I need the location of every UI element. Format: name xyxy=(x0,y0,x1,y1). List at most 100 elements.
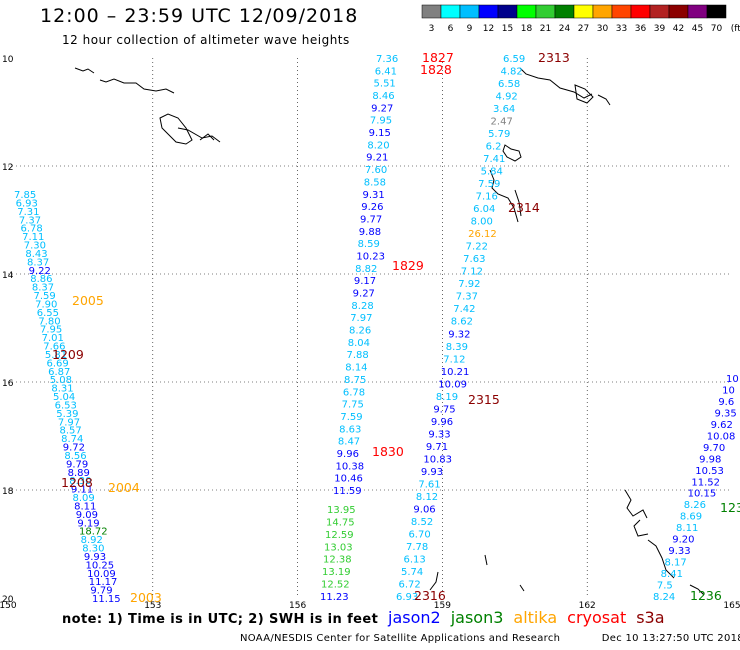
swh-label-track-a: 8.63 xyxy=(339,424,361,435)
swh-label-track-a: 10.23 xyxy=(356,251,385,262)
swh-label-track-a-green: 11.23 xyxy=(320,592,349,603)
swh-label-track-c: 7.30 xyxy=(24,241,46,252)
swh-label-track-c: 6.78 xyxy=(21,224,43,235)
swh-label-track-b: 4.92 xyxy=(496,92,518,103)
swh-label-track-c: 7.37 xyxy=(19,215,41,226)
swh-label-track-c: 9.11 xyxy=(71,485,93,496)
swh-label-track-b: 8.00 xyxy=(471,217,493,228)
colorbar-tick-label: 70 xyxy=(711,24,723,34)
swh-label-track-b: 7.59 xyxy=(478,179,500,190)
swh-label-track-c: 8.30 xyxy=(69,476,91,487)
swh-label-track-b: 9.93 xyxy=(421,467,443,478)
swh-label-track-c: 8.37 xyxy=(32,283,54,294)
lat-tick-label: 10 xyxy=(2,55,14,65)
swh-label-track-c: 7.31 xyxy=(17,207,39,218)
lon-tick-label: 156 xyxy=(289,601,306,610)
colorbar-tick-label: 6 xyxy=(448,24,454,34)
colorbar-tick-label: 15 xyxy=(502,24,513,34)
swh-label-track-c: 9.72 xyxy=(63,443,85,454)
coastline xyxy=(519,67,593,99)
swh-label-track-b: 6.59 xyxy=(503,54,525,65)
lat-tick-label: 14 xyxy=(2,271,14,281)
pass-time-label: 1209 xyxy=(52,347,84,362)
swh-label-track-b: 9.06 xyxy=(413,504,435,515)
colorbar-tick-label: (ft) xyxy=(731,24,740,34)
swh-label-track-a-green: 12.59 xyxy=(325,530,354,541)
swh-label-track-c: 9.79 xyxy=(90,586,112,597)
footer-timestamp: Dec 10 13:27:50 UTC 2018 xyxy=(601,633,740,644)
swh-label-track-c: 8.86 xyxy=(30,274,52,285)
swh-label-track-b: 8.19 xyxy=(436,392,458,403)
swh-label-track-a-green: 12.38 xyxy=(323,555,352,566)
swh-label-track-c: 10.09 xyxy=(87,569,116,580)
swh-label-track-a: 9.96 xyxy=(337,449,359,460)
footer-org: NOAA/NESDIS Center for Satellite Applica… xyxy=(240,633,561,644)
swh-label-track-a: 8.47 xyxy=(338,437,360,448)
pass-time-label: 2314 xyxy=(508,200,540,215)
swh-label-track-d: 9.70 xyxy=(703,443,725,454)
swh-label-track-a-green: 14.75 xyxy=(326,517,355,528)
legend-entry-jason2: jason2 xyxy=(388,608,441,627)
pass-time-label: 2004 xyxy=(108,480,140,495)
swh-label-track-a: 8.14 xyxy=(345,363,367,374)
pass-time-label: 1829 xyxy=(392,258,424,273)
swh-label-track-d: 9.62 xyxy=(711,420,733,431)
swh-label-track-a: 8.82 xyxy=(355,264,377,275)
swh-label-track-b: 10.83 xyxy=(423,454,452,465)
swh-label-track-c: 8.30 xyxy=(82,544,104,555)
swh-label-track-c: 8.09 xyxy=(73,493,95,504)
swh-label-track-a: 8.59 xyxy=(358,239,380,250)
swh-label-track-b: 6.70 xyxy=(408,529,430,540)
swh-label-track-a: 9.27 xyxy=(371,103,393,114)
lat-tick-label: 12 xyxy=(2,163,13,173)
swh-label-track-b: 7.61 xyxy=(418,479,440,490)
swh-label-track-a: 7.97 xyxy=(350,313,372,324)
swh-label-track-b: 26.12 xyxy=(468,229,497,240)
swh-label-track-b: 7.78 xyxy=(406,542,428,553)
swh-label-track-c: 8.31 xyxy=(51,384,73,395)
swh-label-track-b: 10.09 xyxy=(438,379,467,390)
legend-entry-s3a: s3a xyxy=(636,608,665,627)
swh-label-track-b: 6.93 xyxy=(396,592,418,603)
colorbar-tick-label: 21 xyxy=(540,24,551,34)
swh-label-track-b: 7.37 xyxy=(456,292,478,303)
swh-label-track-b: 6.13 xyxy=(403,554,425,565)
swh-label-track-a: 9.17 xyxy=(354,276,376,287)
swh-label-track-b: 3.64 xyxy=(493,104,515,115)
swh-label-track-a: 6.41 xyxy=(375,66,397,77)
coastline xyxy=(484,554,488,566)
swh-label-track-c: 9.22 xyxy=(29,266,51,277)
swh-label-track-a: 7.88 xyxy=(347,350,369,361)
swh-label-track-b: 8.12 xyxy=(416,492,438,503)
swh-label-track-c: 7.80 xyxy=(38,316,60,327)
colorbar-tick-label: 30 xyxy=(597,24,609,34)
colorbar-tick-label: 39 xyxy=(654,24,666,34)
swh-label-track-b: 9.75 xyxy=(433,404,455,415)
swh-label-track-a: 7.95 xyxy=(370,116,392,127)
pass-time-label: 2005 xyxy=(72,293,104,308)
pass-time-label: 1830 xyxy=(372,444,404,459)
swh-label-track-a: 9.31 xyxy=(362,190,384,201)
colorbar-tick-label: 33 xyxy=(616,24,627,34)
coastline xyxy=(502,144,522,162)
swh-label-track-d: 7.5 xyxy=(657,581,673,592)
swh-label-track-b: 5.84 xyxy=(481,167,503,178)
swh-label-track-c: 5.39 xyxy=(56,409,78,420)
lat-tick-label: 16 xyxy=(2,379,14,389)
swh-label-track-a: 8.20 xyxy=(367,140,389,151)
swh-label-track-d: 10 xyxy=(722,385,735,396)
coastline xyxy=(647,539,675,579)
swh-label-track-a: 7.60 xyxy=(365,165,387,176)
pass-time-label: 1827 xyxy=(422,50,454,65)
legend-entry-jason3: jason3 xyxy=(450,608,504,627)
swh-label-track-a: 9.26 xyxy=(361,202,383,213)
swh-label-track-c: 9.09 xyxy=(76,510,98,521)
colorbar-tick-label: 12 xyxy=(483,24,494,34)
swh-label-track-a: 9.88 xyxy=(359,227,381,238)
swh-label-track-d: 8.17 xyxy=(665,558,687,569)
lon-tick-label: 162 xyxy=(579,601,596,610)
swh-label-track-c: 6.53 xyxy=(55,400,77,411)
swh-label-track-c: 8.11 xyxy=(74,501,96,512)
swh-label-track-b: 7.92 xyxy=(458,279,480,290)
swh-label-track-c: 7.66 xyxy=(43,342,65,353)
